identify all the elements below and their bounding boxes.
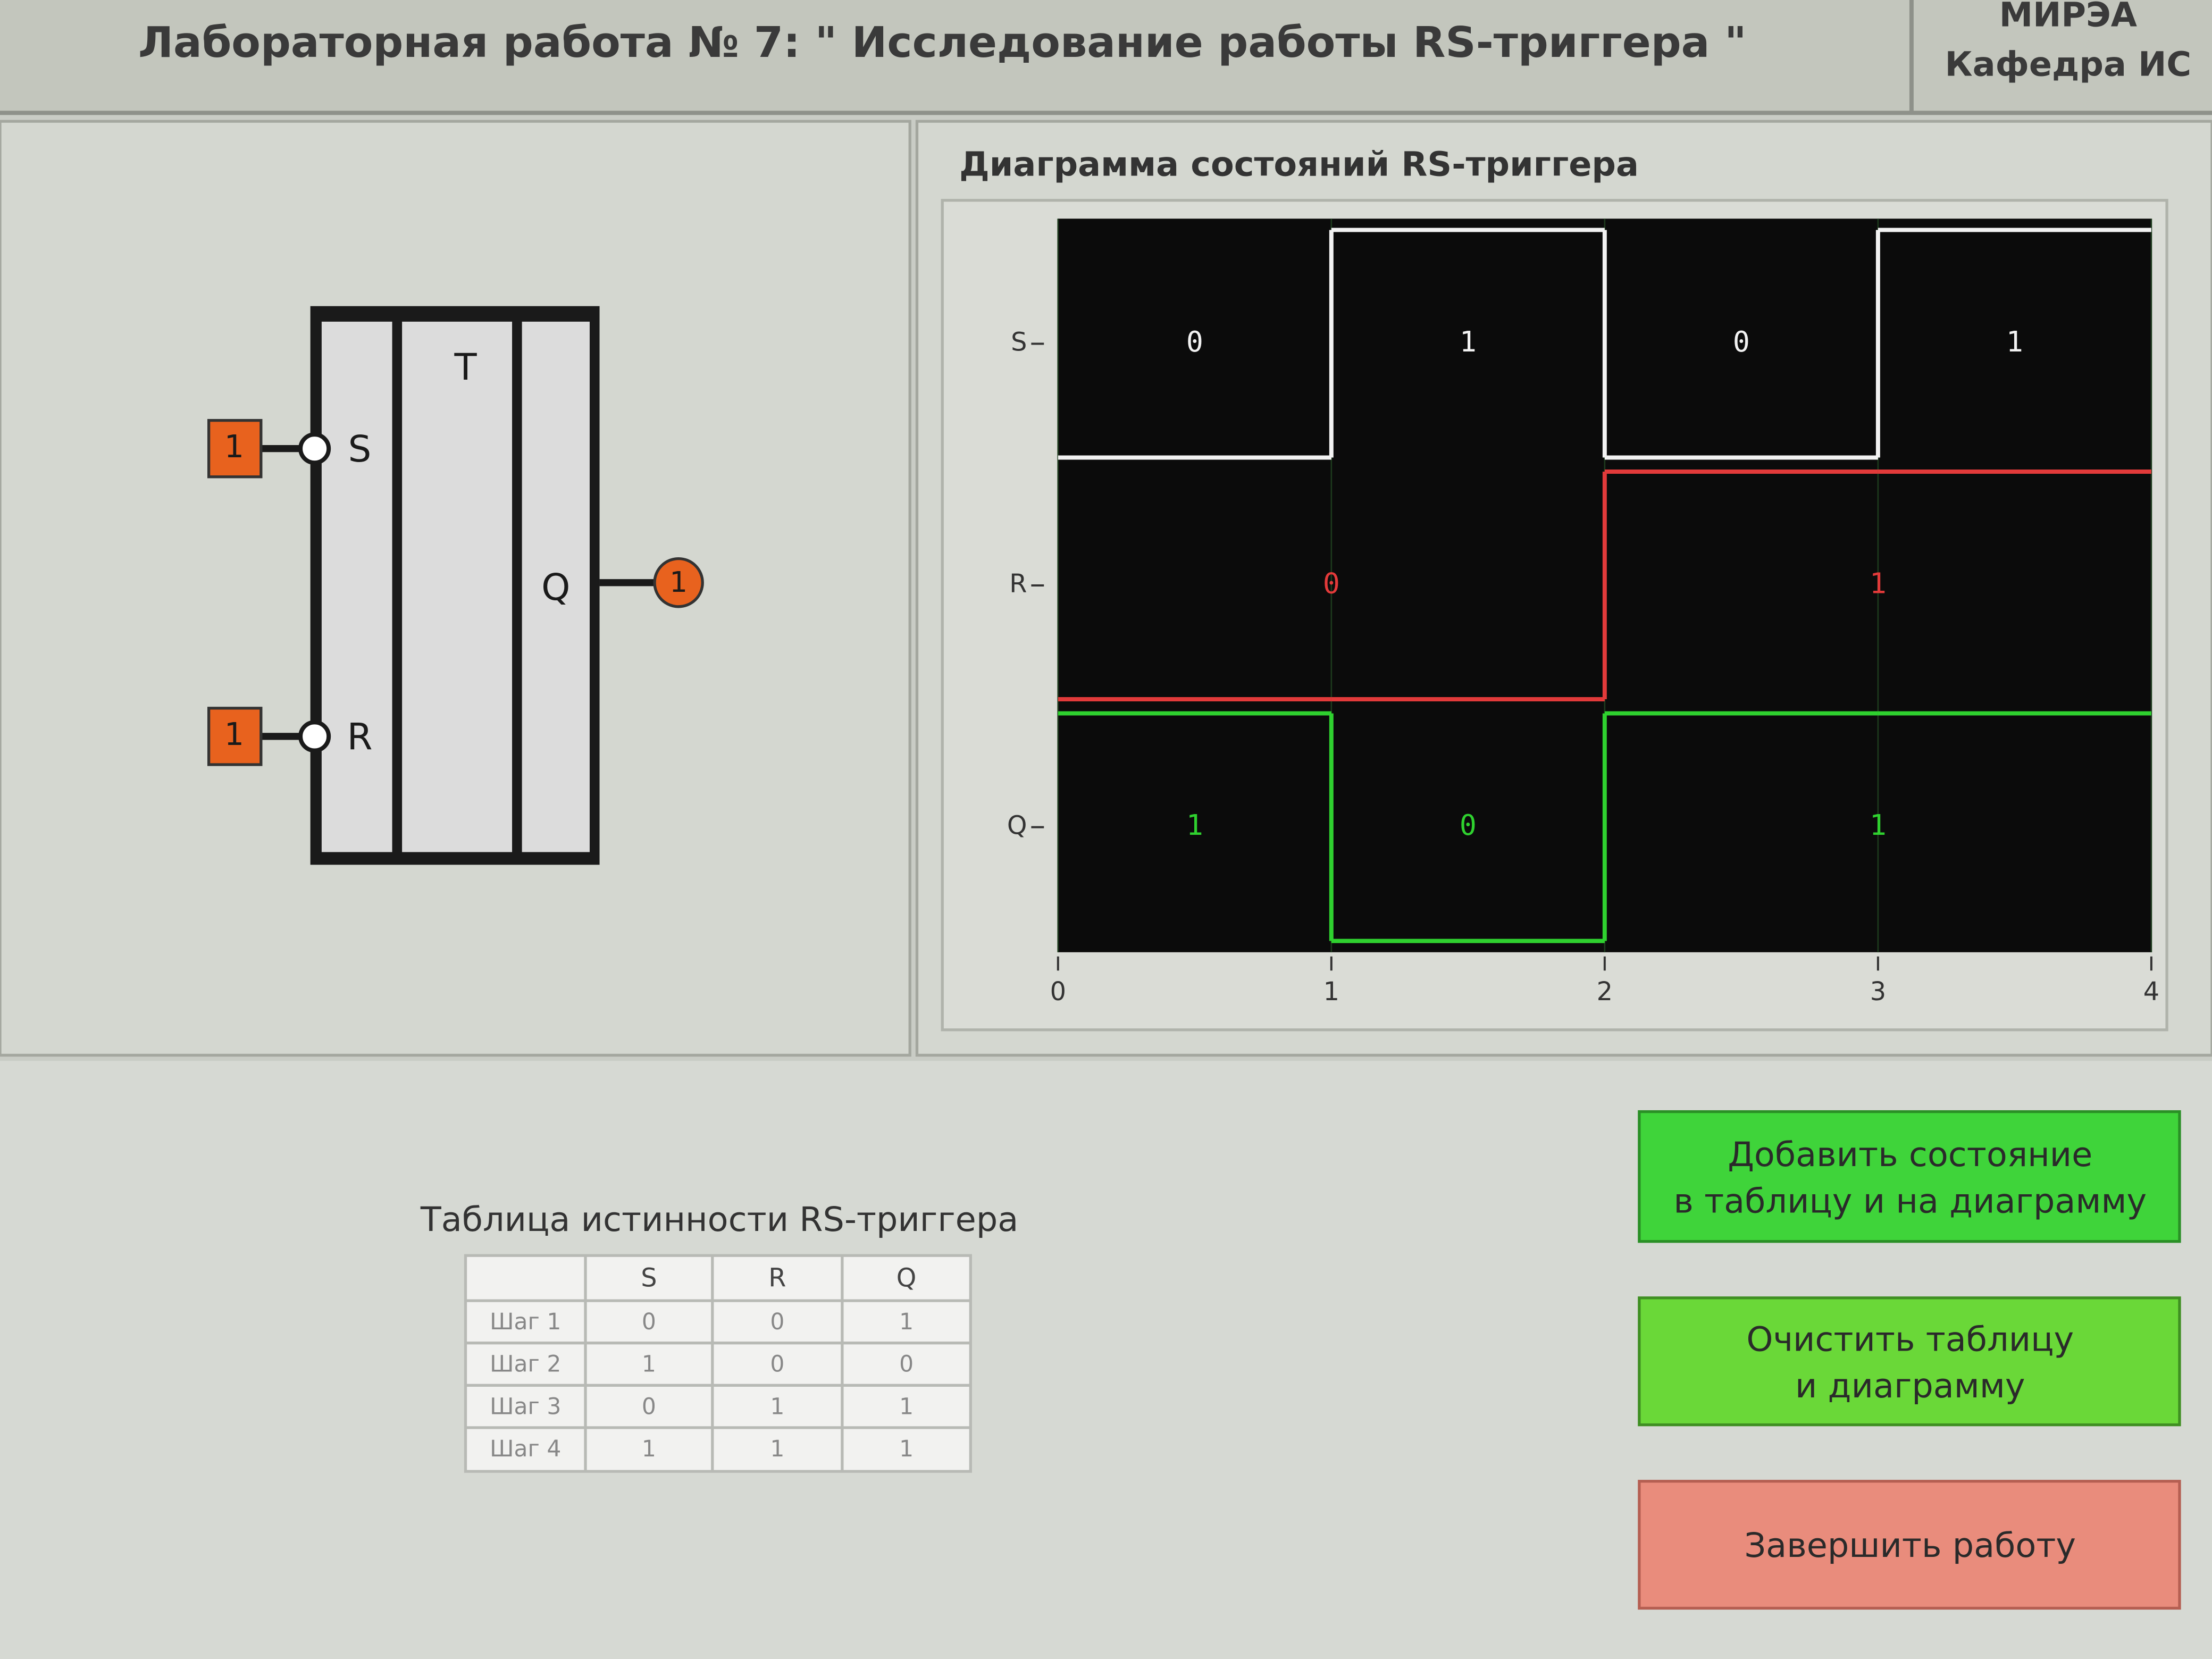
- output-indicator: [653, 557, 704, 608]
- table-cell: 0: [770, 1352, 784, 1378]
- header-title: Лабораторная работа № 7: " Исследование …: [138, 18, 1747, 67]
- row-header: Шаг 4: [490, 1436, 561, 1462]
- x-tick-label: 3: [1870, 977, 1886, 1007]
- diagram: 0 1 2 3 4 S 0 1 0 1 R 0 1 Q 1 0 1: [1007, 219, 2159, 1007]
- table-cell: 0: [770, 1309, 784, 1335]
- input-value: 1: [224, 716, 244, 752]
- level-label: 1: [1460, 325, 1477, 358]
- org-name: МИРЭА: [1999, 0, 2137, 35]
- button-label: Очистить таблицу: [1746, 1320, 2074, 1360]
- level-label: 0: [1186, 325, 1203, 358]
- level-label: 1: [1870, 809, 1887, 842]
- table-cell: 1: [642, 1436, 656, 1462]
- level-label: 1: [2006, 325, 2023, 358]
- inversion-circle: [298, 720, 331, 753]
- clear-button[interactable]: [1638, 1296, 2181, 1427]
- finish-button[interactable]: [1638, 1480, 2181, 1610]
- block-label: T: [454, 346, 477, 389]
- button-label: и диаграмму: [1795, 1367, 2025, 1406]
- x-tick-label: 1: [1323, 977, 1339, 1007]
- table-cell: 0: [642, 1309, 656, 1335]
- table-cell: 0: [899, 1352, 914, 1378]
- output-value: 1: [669, 566, 688, 599]
- inversion-circle: [298, 432, 331, 465]
- block-column: [402, 321, 513, 852]
- row-header: Шаг 3: [490, 1394, 561, 1420]
- button-label: в таблицу и на диаграмму: [1673, 1182, 2147, 1221]
- input-label: S: [348, 428, 372, 471]
- table-cell: 1: [899, 1436, 914, 1462]
- input-indicator[interactable]: [207, 707, 263, 766]
- signal-name: R: [1009, 569, 1027, 599]
- input-label: R: [347, 716, 373, 758]
- level-label: 0: [1460, 809, 1477, 842]
- x-tick-label: 0: [1050, 977, 1066, 1007]
- signal-name: Q: [1007, 811, 1027, 841]
- level-label: 0: [1733, 325, 1750, 358]
- table-body: S R Q Шаг 1 0 0 1 Шаг 2 1 0 0 Шаг 3 0 1 1 Шаг 4 1 1 1: [465, 1255, 971, 1472]
- table-cell: 1: [899, 1309, 914, 1335]
- table-cell: 1: [770, 1436, 784, 1462]
- x-tick-label: 4: [2143, 977, 2159, 1007]
- level-label: 1: [1186, 809, 1203, 842]
- column-header: Q: [896, 1263, 917, 1293]
- button-label: Добавить состояние: [1728, 1135, 2092, 1175]
- row-header: Шаг 1: [490, 1309, 561, 1335]
- header-bar: [0, 0, 2212, 113]
- button-label: Завершить работу: [1744, 1526, 2076, 1565]
- output-label: Q: [541, 566, 570, 609]
- table-title: Таблица истинности RS-триггера: [420, 1200, 1018, 1239]
- org-dept: Кафедра ИС: [1945, 45, 2191, 84]
- block-column: [321, 321, 392, 852]
- table-cell: 1: [899, 1394, 914, 1420]
- row-header: Шаг 2: [490, 1352, 561, 1378]
- add-state-button[interactable]: [1638, 1110, 2181, 1243]
- table-cell: 1: [642, 1352, 656, 1378]
- table-cell: 1: [770, 1394, 784, 1420]
- input-value: 1: [224, 429, 244, 465]
- block-column: [522, 321, 590, 852]
- diagram-title: Диаграмма состояний RS-триггера: [959, 145, 1639, 185]
- column-header: S: [641, 1263, 657, 1293]
- level-label: 1: [1870, 567, 1887, 600]
- truth-table: [464, 1254, 972, 1473]
- input-indicator[interactable]: [207, 418, 263, 479]
- table-cell: 0: [642, 1394, 656, 1420]
- signal-name: S: [1011, 328, 1027, 357]
- x-tick-label: 2: [1597, 977, 1613, 1007]
- level-label: 0: [1323, 567, 1340, 600]
- column-header: R: [768, 1263, 786, 1293]
